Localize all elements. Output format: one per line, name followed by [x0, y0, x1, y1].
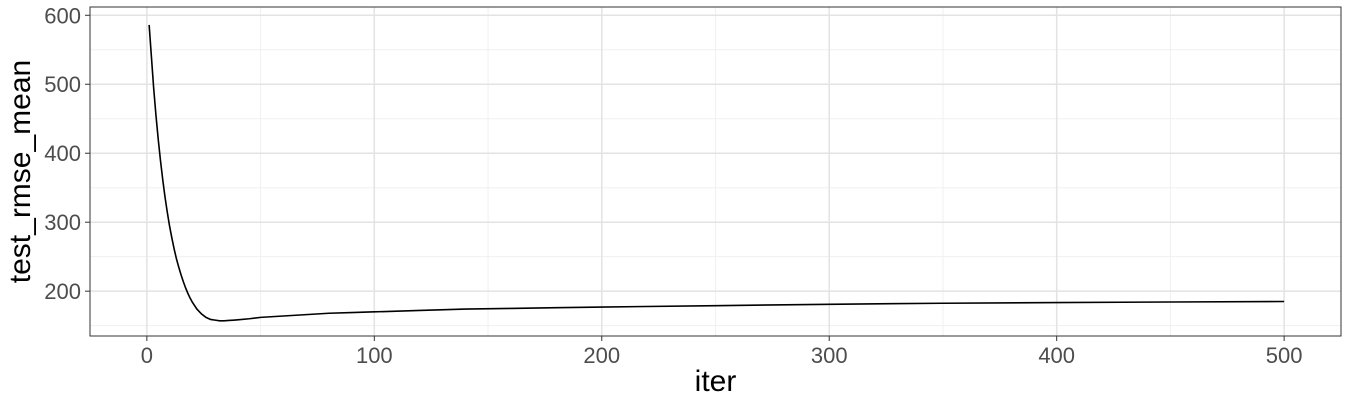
major-gridlines — [90, 7, 1341, 336]
x-tick-label: 500 — [1266, 343, 1303, 368]
y-tick-label: 600 — [44, 3, 81, 28]
x-tick-label: 100 — [356, 343, 393, 368]
y-tick-label: 400 — [44, 141, 81, 166]
y-tick-label: 500 — [44, 72, 81, 97]
x-tick-label: 200 — [583, 343, 620, 368]
x-axis-title: iter — [695, 365, 737, 398]
x-tick-label: 400 — [1038, 343, 1075, 368]
x-tick-label: 300 — [811, 343, 848, 368]
panel-border — [89, 6, 1342, 337]
minor-gridlines — [90, 7, 1341, 336]
y-axis-title: test_rmse_mean — [4, 60, 37, 283]
series-line — [148, 24, 1285, 322]
x-axis-ticks: 0 100 200 300 400 500 — [141, 336, 1303, 368]
y-tick-label: 300 — [44, 210, 81, 235]
y-axis-ticks: 200 300 400 500 600 — [44, 3, 90, 304]
y-tick-label: 200 — [44, 279, 81, 304]
x-tick-label: 0 — [141, 343, 153, 368]
